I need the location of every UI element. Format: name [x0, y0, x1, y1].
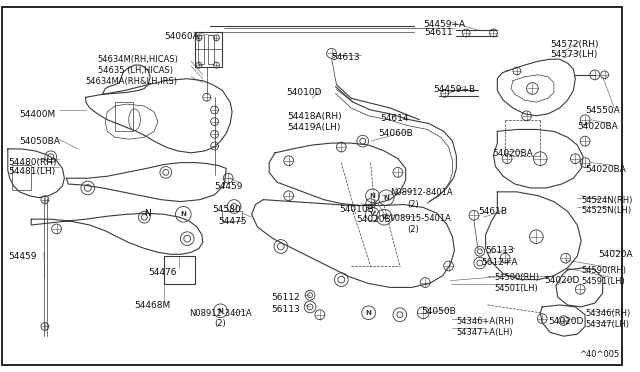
Text: 54459+B: 54459+B	[433, 84, 475, 94]
Bar	[115, 102, 132, 131]
Text: 54468M: 54468M	[134, 301, 171, 310]
Text: (2): (2)	[408, 200, 419, 209]
Text: 54050BA: 54050BA	[19, 137, 60, 146]
Text: 54635 (LH,HICAS): 54635 (LH,HICAS)	[97, 66, 173, 75]
Text: 5461B: 5461B	[478, 208, 507, 217]
Text: N: N	[180, 211, 186, 217]
Text: N: N	[383, 195, 389, 201]
Text: 54418A(RH): 54418A(RH)	[287, 112, 342, 121]
Bar	[12, 164, 31, 190]
Text: (2): (2)	[214, 319, 227, 328]
Text: N08912-3401A: N08912-3401A	[189, 309, 252, 318]
Text: 54525N(LH): 54525N(LH)	[581, 206, 631, 215]
Text: 54634MA(RH&LH,IRS): 54634MA(RH&LH,IRS)	[86, 77, 178, 86]
Text: 54613: 54613	[332, 53, 360, 62]
Text: 54580: 54580	[212, 205, 241, 214]
Text: 5612+A: 5612+A	[482, 258, 518, 267]
Text: 54347(LH): 54347(LH)	[585, 320, 629, 328]
Text: 54459: 54459	[214, 182, 243, 191]
Text: 54550A: 54550A	[585, 106, 620, 115]
Text: 54573(LH): 54573(LH)	[550, 51, 597, 60]
Bar	[208, 35, 214, 64]
Text: 54419A(LH): 54419A(LH)	[287, 123, 341, 132]
Text: 54020BA: 54020BA	[577, 122, 618, 131]
Text: 54400M: 54400M	[19, 110, 56, 119]
Text: 54614: 54614	[380, 114, 409, 123]
Text: 54060A: 54060A	[164, 32, 198, 41]
Bar	[198, 35, 204, 64]
Text: ^40^005: ^40^005	[579, 350, 620, 359]
Text: 54346(RH): 54346(RH)	[585, 309, 630, 318]
Bar	[195, 32, 222, 67]
Text: 54611: 54611	[424, 28, 453, 37]
Text: N: N	[218, 308, 223, 314]
Text: 54020BA: 54020BA	[492, 149, 533, 158]
Text: 54020B: 54020B	[356, 215, 390, 224]
Text: 54020D: 54020D	[548, 317, 584, 326]
Text: 54476: 54476	[148, 268, 177, 277]
Text: 54050B: 54050B	[421, 307, 456, 316]
Text: 56113: 56113	[486, 247, 515, 256]
Text: 54060B: 54060B	[378, 129, 413, 138]
Bar	[164, 256, 195, 283]
Text: 54590(RH): 54590(RH)	[581, 266, 626, 275]
Text: 54480(RH): 54480(RH)	[8, 158, 56, 167]
Text: 54634M(RH,HICAS): 54634M(RH,HICAS)	[97, 55, 179, 64]
Text: V08915-5401A: V08915-5401A	[390, 214, 452, 223]
Text: 54010D: 54010D	[287, 89, 322, 97]
Text: 54572(RH): 54572(RH)	[550, 40, 598, 49]
Text: N08912-8401A: N08912-8401A	[390, 188, 452, 197]
Text: N: N	[145, 209, 151, 218]
Text: N: N	[365, 310, 372, 316]
Text: 54475: 54475	[218, 217, 247, 226]
Text: 54020D: 54020D	[544, 276, 579, 285]
Text: 54010B: 54010B	[339, 205, 374, 214]
Text: (2): (2)	[408, 225, 419, 234]
Text: 56113: 56113	[271, 305, 300, 314]
Text: 54346+A(RH): 54346+A(RH)	[456, 317, 515, 326]
Text: 54020BA: 54020BA	[585, 164, 626, 174]
Text: 54500(RH): 54500(RH)	[495, 273, 540, 282]
Text: 56112: 56112	[271, 293, 300, 302]
Text: 54459: 54459	[8, 252, 36, 261]
Text: 54501(LH): 54501(LH)	[495, 283, 538, 292]
Text: 54524N(RH): 54524N(RH)	[581, 196, 632, 205]
Text: 54591(LH): 54591(LH)	[581, 277, 625, 286]
Text: N: N	[369, 193, 376, 199]
Text: 54020A: 54020A	[599, 250, 634, 259]
Text: 54459+A: 54459+A	[423, 20, 465, 29]
Text: V: V	[370, 211, 375, 217]
Text: V: V	[381, 214, 387, 220]
Text: 54481(LH): 54481(LH)	[8, 167, 55, 176]
Bar	[222, 211, 242, 221]
Text: 54347+A(LH): 54347+A(LH)	[456, 328, 513, 337]
